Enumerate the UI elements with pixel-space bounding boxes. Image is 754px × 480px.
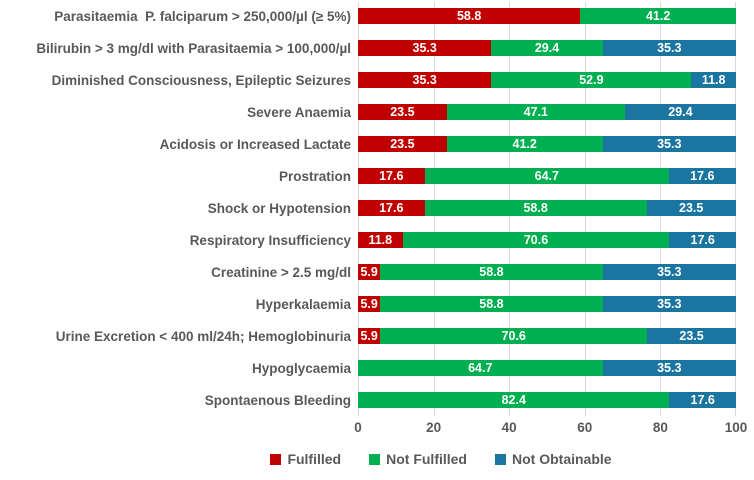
category-row: Diminished Consciousness, Epileptic Seiz… xyxy=(0,64,754,96)
bar-segment-not-obtainable: 29.4 xyxy=(624,104,736,120)
x-axis: 0 20 40 60 80 100 xyxy=(354,420,747,438)
legend-label: Not Obtainable xyxy=(512,451,612,467)
bar-segment-not-fulfilled: 70.6 xyxy=(402,232,670,248)
category-label: Respiratory Insufficiency xyxy=(189,232,351,248)
bar-segment-fulfilled: 17.6 xyxy=(358,168,425,184)
legend-item-not-fulfilled: Not Fulfilled xyxy=(369,451,467,467)
bar-track: 17.6 58.8 23.5 xyxy=(358,200,736,216)
bar-track: 23.5 47.1 29.4 xyxy=(358,104,736,120)
axis-tick-label: 40 xyxy=(501,420,517,435)
bar-segment-not-obtainable: 35.3 xyxy=(602,136,736,152)
bar-segment-not-fulfilled: 58.8 xyxy=(380,264,603,280)
category-row: Bilirubin > 3 mg/dl with Parasitaemia > … xyxy=(0,32,754,64)
bar-segment-not-obtainable: 23.5 xyxy=(646,200,736,216)
category-label: Bilirubin > 3 mg/dl with Parasitaemia > … xyxy=(36,40,351,56)
bar-segment-not-obtainable: 11.8 xyxy=(691,72,736,88)
bar-track: 5.9 70.6 23.5 xyxy=(358,328,736,344)
category-label: Diminished Consciousness, Epileptic Seiz… xyxy=(51,72,351,88)
category-row: Hyperkalaemia 5.9 58.8 35.3 xyxy=(0,288,754,320)
category-row: Parasitaemia P. falciparum > 250,000/µl … xyxy=(0,0,754,32)
category-label: Hyperkalaemia xyxy=(255,296,351,312)
bar-track: 17.6 64.7 17.6 xyxy=(358,168,736,184)
axis-tick-label: 80 xyxy=(652,420,668,435)
category-row: Severe Anaemia 23.5 47.1 29.4 xyxy=(0,96,754,128)
axis-tick-label: 60 xyxy=(577,420,593,435)
category-row: Shock or Hypotension 17.6 58.8 23.5 xyxy=(0,192,754,224)
category-label: Severe Anaemia xyxy=(247,104,351,120)
bar-segment-not-fulfilled: 64.7 xyxy=(358,360,603,376)
axis-tick-label: 100 xyxy=(724,420,748,435)
bar-segment-fulfilled: 23.5 xyxy=(358,136,447,152)
bar-segment-not-fulfilled: 47.1 xyxy=(446,104,625,120)
bar-track: 11.8 70.6 17.6 xyxy=(358,232,736,248)
bar-segment-not-fulfilled: 41.2 xyxy=(580,8,736,24)
bar-track: 35.3 29.4 35.3 xyxy=(358,40,736,56)
bar-track: 35.3 52.9 11.8 xyxy=(358,72,736,88)
category-label: Creatinine > 2.5 mg/dl xyxy=(211,264,351,280)
bar-segment-not-obtainable: 35.3 xyxy=(602,296,736,312)
bar-track: 58.8 41.2 xyxy=(358,8,736,24)
bar-track: 82.4 17.6 xyxy=(358,392,736,408)
bar-segment-not-fulfilled: 64.7 xyxy=(424,168,670,184)
bar-segment-fulfilled: 17.6 xyxy=(358,200,425,216)
bar-segment-fulfilled: 35.3 xyxy=(358,72,492,88)
category-label: Shock or Hypotension xyxy=(207,200,351,216)
category-row: Respiratory Insufficiency 11.8 70.6 17.6 xyxy=(0,224,754,256)
category-row: Acidosis or Increased Lactate 23.5 41.2 35.… xyxy=(0,128,754,160)
bar-segment-not-obtainable: 17.6 xyxy=(669,168,736,184)
category-row: Prostration 17.6 64.7 17.6 xyxy=(0,160,754,192)
bar-segment-not-fulfilled: 41.2 xyxy=(446,136,603,152)
bar-segment-not-obtainable: 35.3 xyxy=(602,40,736,56)
legend-swatch-not-obtainable xyxy=(495,453,506,465)
axis-tick-label: 20 xyxy=(426,420,442,435)
bar-track: 5.9 58.8 35.3 xyxy=(358,296,736,312)
category-label: Prostration xyxy=(278,168,351,184)
bar-segment-fulfilled: 5.9 xyxy=(358,328,381,344)
bar-segment-not-fulfilled: 52.9 xyxy=(491,72,692,88)
bar-segment-fulfilled: 5.9 xyxy=(358,264,381,280)
category-row: Urine Excretion < 400 ml/24h; Hemoglobin… xyxy=(0,320,754,352)
legend: Fulfilled Not Fulfilled Not Obtainable xyxy=(0,451,754,467)
category-row: Spontaenous Bleeding 82.4 17.6 xyxy=(0,384,754,416)
bar-track: 5.9 58.8 35.3 xyxy=(358,264,736,280)
bar-segment-not-obtainable: 17.6 xyxy=(669,392,736,408)
bar-track: 23.5 41.2 35.3 xyxy=(358,136,736,152)
bar-segment-not-fulfilled: 58.8 xyxy=(380,296,603,312)
chart-rows: Parasitaemia P. falciparum > 250,000/µl … xyxy=(0,0,754,416)
legend-item-fulfilled: Fulfilled xyxy=(270,451,341,467)
bar-segment-not-fulfilled: 70.6 xyxy=(380,328,648,344)
bar-segment-not-fulfilled: 58.8 xyxy=(424,200,647,216)
bar-segment-fulfilled: 58.8 xyxy=(358,8,581,24)
bar-segment-not-fulfilled: 29.4 xyxy=(491,40,603,56)
category-label: Parasitaemia P. falciparum > 250,000/µl … xyxy=(54,8,351,24)
category-label: Acidosis or Increased Lactate xyxy=(159,136,351,152)
bar-segment-not-fulfilled: 82.4 xyxy=(358,392,670,408)
bar-segment-fulfilled: 35.3 xyxy=(358,40,492,56)
bar-segment-not-obtainable: 17.6 xyxy=(669,232,736,248)
bar-track: 64.7 35.3 xyxy=(358,360,736,376)
bar-segment-not-obtainable: 35.3 xyxy=(602,360,736,376)
category-row: Creatinine > 2.5 mg/dl 5.9 58.8 35.3 xyxy=(0,256,754,288)
legend-swatch-fulfilled xyxy=(270,453,282,465)
category-label: Urine Excretion < 400 ml/24h; Hemoglobin… xyxy=(55,328,351,344)
category-row: Hypoglycaemia 64.7 35.3 xyxy=(0,352,754,384)
legend-item-not-obtainable: Not Obtainable xyxy=(495,451,612,467)
axis-tick-label: 0 xyxy=(354,420,362,435)
bar-segment-fulfilled: 23.5 xyxy=(358,104,447,120)
bar-segment-not-obtainable: 23.5 xyxy=(647,328,736,344)
bar-segment-fulfilled: 11.8 xyxy=(358,232,403,248)
category-label: Spontaenous Bleeding xyxy=(204,392,351,408)
category-label: Hypoglycaemia xyxy=(251,360,351,376)
legend-swatch-not-fulfilled xyxy=(369,453,381,465)
bar-segment-not-obtainable: 35.3 xyxy=(602,264,736,280)
bar-segment-fulfilled: 5.9 xyxy=(358,296,381,312)
legend-label: Fulfilled xyxy=(287,451,342,467)
legend-label: Not Fulfilled xyxy=(386,451,467,467)
